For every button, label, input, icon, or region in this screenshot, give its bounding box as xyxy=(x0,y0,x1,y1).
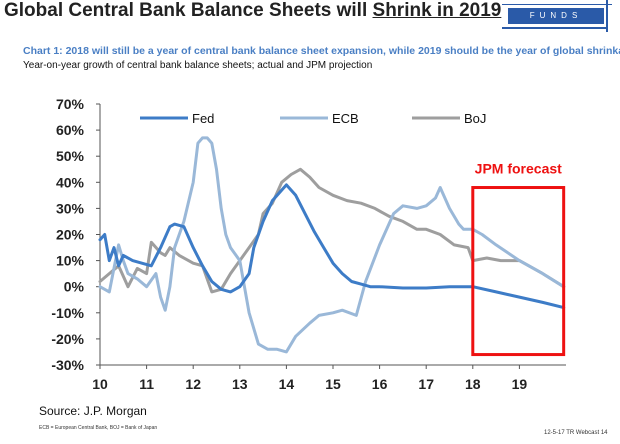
logo-line xyxy=(606,0,608,32)
series-line-boj xyxy=(98,167,566,294)
source-note: Source: J.P. Morgan xyxy=(39,404,147,418)
y-tick-label: 70% xyxy=(56,96,85,112)
series-line-ecb xyxy=(98,136,566,354)
logo-line xyxy=(502,4,612,5)
y-tick-label: 20% xyxy=(56,227,85,243)
y-tick-label: 30% xyxy=(56,200,85,216)
x-tick-label: 18 xyxy=(465,376,481,392)
headline-text: Global Central Bank Balance Sheets will xyxy=(4,0,373,21)
slide-id: 12-5-17 TR Webcast 14 xyxy=(544,430,608,436)
x-tick-label: 11 xyxy=(139,376,154,392)
y-tick-label: -10% xyxy=(51,305,84,321)
x-tick-label: 17 xyxy=(418,376,434,392)
x-tick-label: 19 xyxy=(512,376,528,392)
company-logo: FUNDS xyxy=(502,0,612,34)
x-tick-label: 16 xyxy=(372,376,388,392)
logo-line xyxy=(502,27,606,29)
logo-text: FUNDS xyxy=(529,11,583,20)
slide-headline: Global Central Bank Balance Sheets will … xyxy=(4,0,501,22)
y-tick-label: 60% xyxy=(56,122,85,138)
forecast-box xyxy=(471,186,566,357)
y-tick-label: 0% xyxy=(64,279,85,295)
legend-label-boj: BoJ xyxy=(464,111,486,126)
slide-id-text: 12-5-17 TR Webcast xyxy=(544,430,600,436)
x-tick-label: 14 xyxy=(279,376,295,392)
y-tick-label: 50% xyxy=(56,148,85,164)
x-tick-label: 15 xyxy=(325,376,341,392)
series-line-fed xyxy=(98,183,566,310)
page-number: 14 xyxy=(600,430,608,436)
legend-label-ecb: ECB xyxy=(332,111,359,126)
headline-emphasis: Shrink in 2019 xyxy=(372,0,502,21)
y-tick-label: -20% xyxy=(51,331,84,347)
y-tick-label: 40% xyxy=(56,174,85,190)
logo-box xyxy=(508,8,604,24)
forecast-label: JPM forecast xyxy=(475,161,562,177)
chart-subtitle: Year-on-year growth of central bank bala… xyxy=(23,60,373,71)
legend-label-fed: Fed xyxy=(192,111,214,126)
y-tick-label: -30% xyxy=(51,357,84,373)
footnote: ECB = European Central Bank, BOJ = Bank … xyxy=(39,425,158,431)
chart-title: Chart 1: 2018 will still be a year of ce… xyxy=(23,45,620,57)
x-tick-label: 13 xyxy=(232,376,248,392)
x-tick-label: 12 xyxy=(185,376,201,392)
x-tick-label: 10 xyxy=(92,376,108,392)
y-tick-label: 10% xyxy=(56,253,85,269)
